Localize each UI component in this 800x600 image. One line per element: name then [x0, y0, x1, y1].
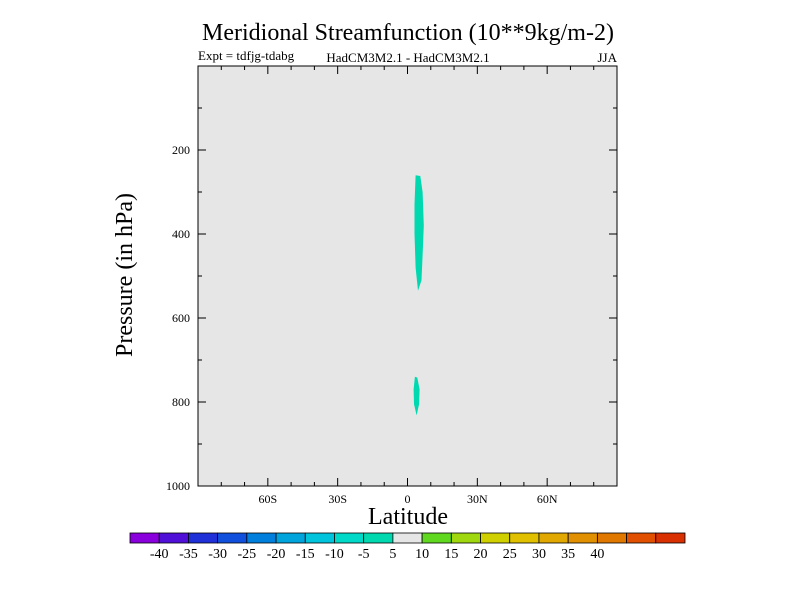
experiment-label: Expt = tdfjg-tdabg — [198, 48, 295, 63]
colorbar-label: -30 — [208, 547, 227, 562]
y-tick-label: 200 — [172, 143, 190, 157]
axis-tick-labels: 60S 30S 0 30N 60N 200 400 600 800 1000 — [166, 143, 558, 506]
colorbar-swatch — [421, 532, 452, 544]
axis-ticks — [198, 66, 617, 486]
colorbar-swatch — [392, 532, 423, 544]
colorbar-label: 25 — [503, 547, 517, 562]
colorbar-label: 20 — [474, 547, 488, 562]
x-tick-label: 60N — [537, 492, 558, 506]
colorbar-swatch — [246, 532, 277, 544]
colorbar-swatch — [480, 532, 511, 544]
colorbar-label: -5 — [358, 547, 370, 562]
colorbar-label: 40 — [590, 547, 604, 562]
contour-upper-cell — [414, 175, 424, 291]
colorbar-swatch — [304, 532, 335, 544]
y-tick-label: 1000 — [166, 479, 190, 493]
colorbar-label: -15 — [296, 547, 315, 562]
colorbar-swatch — [334, 532, 365, 544]
y-axis-label: Pressure (in hPa) — [112, 193, 138, 357]
colorbar-swatch — [538, 532, 569, 544]
x-tick-label: 30N — [467, 492, 488, 506]
model-label: HadCM3M2.1 - HadCM3M2.1 — [326, 50, 489, 65]
contour-regions — [413, 175, 424, 416]
colorbar-label: -20 — [267, 547, 286, 562]
colorbar-label: -25 — [238, 547, 257, 562]
x-tick-label: 60S — [258, 492, 277, 506]
colorbar-label: 35 — [561, 547, 575, 562]
y-tick-label: 800 — [172, 395, 190, 409]
colorbar-swatch — [217, 532, 248, 544]
plot-area — [198, 66, 617, 486]
colorbar-swatch — [567, 532, 598, 544]
x-tick-label: 30S — [328, 492, 347, 506]
colorbar-swatch — [158, 532, 189, 544]
y-tick-label: 600 — [172, 311, 190, 325]
season-label: JJA — [597, 50, 617, 65]
colorbar-label: 15 — [444, 547, 458, 562]
colorbar-swatch — [275, 532, 306, 544]
colorbar-swatch — [129, 532, 160, 544]
colorbar-label: -35 — [179, 547, 198, 562]
x-axis-label: Latitude — [368, 504, 448, 530]
colorbar-swatch — [363, 532, 394, 544]
y-tick-label: 400 — [172, 227, 190, 241]
colorbar-label: 10 — [415, 547, 429, 562]
colorbar-label: 5 — [389, 547, 396, 562]
colorbar: -40 -35 -30 -25 -20 -15 -10 -5 5 10 15 20 25 30 35 40 — [129, 532, 686, 562]
colorbar-label: -40 — [150, 547, 169, 562]
colorbar-label: -10 — [325, 547, 344, 562]
x-tick-label: 0 — [405, 492, 411, 506]
chart-title: Meridional Streamfunction (10**9kg/m-2) — [202, 20, 614, 46]
colorbar-swatch — [626, 532, 657, 544]
colorbar-label: 30 — [532, 547, 546, 562]
colorbar-swatch — [188, 532, 219, 544]
colorbar-swatch — [450, 532, 481, 544]
colorbar-swatch — [596, 532, 627, 544]
colorbar-swatch — [509, 532, 540, 544]
colorbar-swatch — [655, 532, 686, 544]
contour-lower-cell — [413, 376, 420, 416]
